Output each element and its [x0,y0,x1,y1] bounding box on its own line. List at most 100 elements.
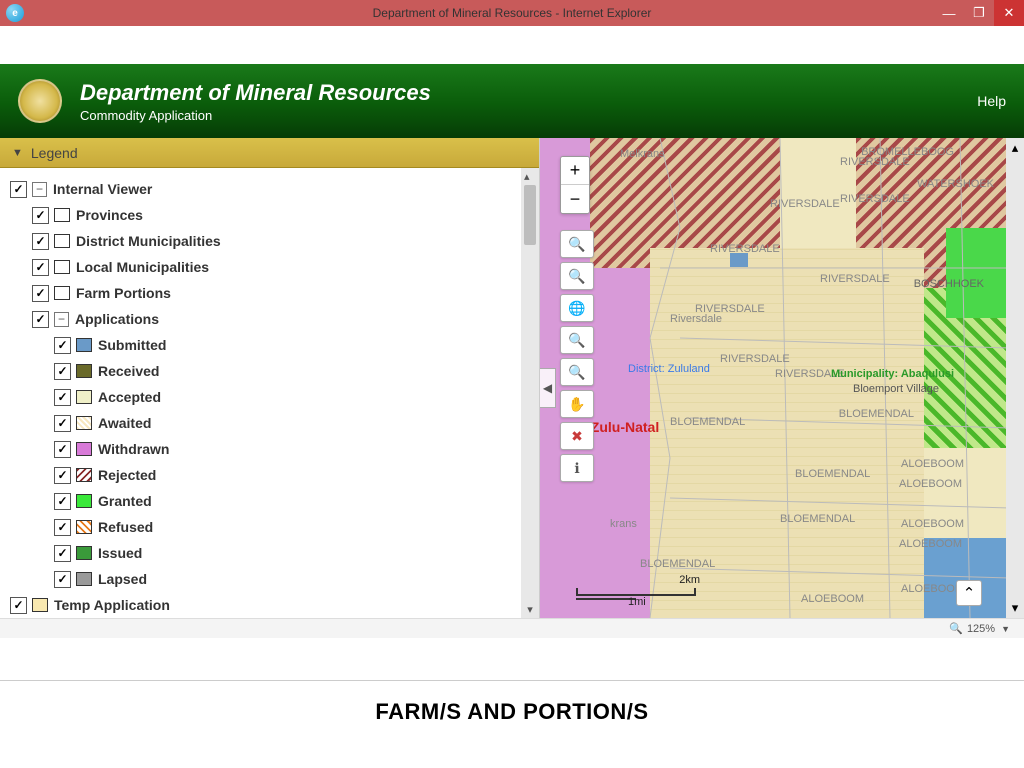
window-title: Department of Mineral Resources - Intern… [373,6,652,20]
legend-header[interactable]: ▼ Legend [0,138,539,168]
tree-row-submitted: ✓ Submitted [10,332,515,358]
legend-title: Legend [31,145,78,161]
legend-panel: ▼ Legend ✓ − Internal Viewer ✓ Provinces… [0,138,540,618]
scroll-up-icon[interactable]: ▴ [524,170,536,183]
minimize-button[interactable]: — [934,0,964,26]
checkbox-awaited[interactable]: ✓ [54,415,71,432]
tool-zoom-next[interactable]: 🔍 [560,358,594,386]
maximize-button[interactable]: ❐ [964,0,994,26]
window-titlebar: e Department of Mineral Resources - Inte… [0,0,1024,26]
tree-row-applications: ✓ − Applications [10,306,515,332]
zoom-dropdown-icon[interactable]: ▼ [1001,624,1010,634]
scale-km: 2km [679,574,700,586]
app-subtitle: Commodity Application [80,108,431,123]
scroll-down-icon[interactable]: ▾ [527,603,533,616]
label-provinces: Provinces [76,207,143,223]
checkbox-received[interactable]: ✓ [54,363,71,380]
globe-icon: 🌐 [568,300,585,317]
tree-row-farm: ✓ Farm Portions [10,280,515,306]
label-accepted: Accepted [98,389,161,405]
magnifier-plus-icon: 🔍 [568,236,585,253]
expander-applications[interactable]: − [54,312,69,327]
zoom-level: 125% [967,623,995,635]
swatch-accepted [76,390,92,404]
map-canvas[interactable]: Melkrans RIVERSDALE RIVERSDALE RIVERSDAL… [540,138,1024,618]
map-scrollbar[interactable]: ▴ ▾ [1006,138,1024,618]
swatch-provinces [54,208,70,222]
swatch-farm [54,286,70,300]
close-button[interactable]: ✕ [994,0,1024,26]
map-collapse-button[interactable]: ◀ [540,368,556,408]
tree-row-lapsed: ✓ Lapsed [10,566,515,592]
checkbox-rejected[interactable]: ✓ [54,467,71,484]
zoom-in-button[interactable]: + [561,157,589,185]
tool-full-extent[interactable]: 🌐 [560,294,594,322]
swatch-refused [76,520,92,534]
scroll-up-icon[interactable]: ▴ [1012,140,1019,156]
map-panel: Melkrans RIVERSDALE RIVERSDALE RIVERSDAL… [540,138,1024,618]
checkbox-provinces[interactable]: ✓ [32,207,49,224]
checkbox-internal-viewer[interactable]: ✓ [10,181,27,198]
legend-scrollbar[interactable]: ▴ ▾ [521,168,539,618]
status-bar: 🔍 125% ▼ [0,618,1024,638]
checkbox-farm[interactable]: ✓ [32,285,49,302]
tool-identify[interactable]: ℹ [560,454,594,482]
label-granted: Granted [98,493,152,509]
tree-row-refused: ✓ Refused [10,514,515,540]
help-link[interactable]: Help [977,93,1006,109]
checkbox-issued[interactable]: ✓ [54,545,71,562]
checkbox-granted[interactable]: ✓ [54,493,71,510]
tool-clear[interactable]: ✖ [560,422,594,450]
divider [0,680,1024,681]
checkbox-district[interactable]: ✓ [32,233,49,250]
browser-chrome [0,26,1024,64]
header-titles: Department of Mineral Resources Commodit… [80,80,431,123]
label-district: District Municipalities [76,233,221,249]
tree-row-granted: ✓ Granted [10,488,515,514]
tree-row-internal-viewer: ✓ − Internal Viewer [10,176,515,202]
bottom-section: FARM/S AND PORTION/S [0,638,1024,725]
magnifier-next-icon: 🔍 [568,364,585,381]
checkbox-submitted[interactable]: ✓ [54,337,71,354]
tool-zoom-in[interactable]: 🔍 [560,230,594,258]
swatch-district [54,234,70,248]
checkbox-local[interactable]: ✓ [32,259,49,276]
checkbox-applications[interactable]: ✓ [32,311,49,328]
tree-row-issued: ✓ Issued [10,540,515,566]
label-rejected: Rejected [98,467,156,483]
checkbox-accepted[interactable]: ✓ [54,389,71,406]
tool-zoom-out[interactable]: 🔍 [560,262,594,290]
clear-icon: ✖ [571,428,583,445]
swatch-received [76,364,92,378]
tool-pan[interactable]: ✋ [560,390,594,418]
label-received: Received [98,363,159,379]
swatch-withdrawn [76,442,92,456]
swatch-issued [76,546,92,560]
zoom-out-button[interactable]: − [561,185,589,213]
label-local: Local Municipalities [76,259,209,275]
checkbox-lapsed[interactable]: ✓ [54,571,71,588]
ie-icon: e [6,4,24,22]
app-header: Department of Mineral Resources Commodit… [0,64,1024,138]
label-applications: Applications [75,311,159,327]
checkbox-temp[interactable]: ✓ [10,597,27,614]
checkbox-withdrawn[interactable]: ✓ [54,441,71,458]
checkbox-refused[interactable]: ✓ [54,519,71,536]
tree-row-district: ✓ District Municipalities [10,228,515,254]
layer-tree: ✓ − Internal Viewer ✓ Provinces ✓ Distri… [0,168,521,618]
scroll-thumb[interactable] [524,185,536,245]
window-controls: — ❐ ✕ [934,0,1024,26]
tool-zoom-prev[interactable]: 🔍 [560,326,594,354]
map-expand-button[interactable]: ⌃ [956,580,982,606]
label-awaited: Awaited [98,415,151,431]
label-refused: Refused [98,519,153,535]
tree-row-local: ✓ Local Municipalities [10,254,515,280]
label-internal-viewer: Internal Viewer [53,181,152,197]
magnifier-prev-icon: 🔍 [568,332,585,349]
label-farm: Farm Portions [76,285,171,301]
scroll-down-icon[interactable]: ▾ [1012,600,1019,616]
expander-internal-viewer[interactable]: − [32,182,47,197]
label-withdrawn: Withdrawn [98,441,169,457]
magnifier-minus-icon: 🔍 [568,268,585,285]
parcel-borders [540,138,1024,618]
